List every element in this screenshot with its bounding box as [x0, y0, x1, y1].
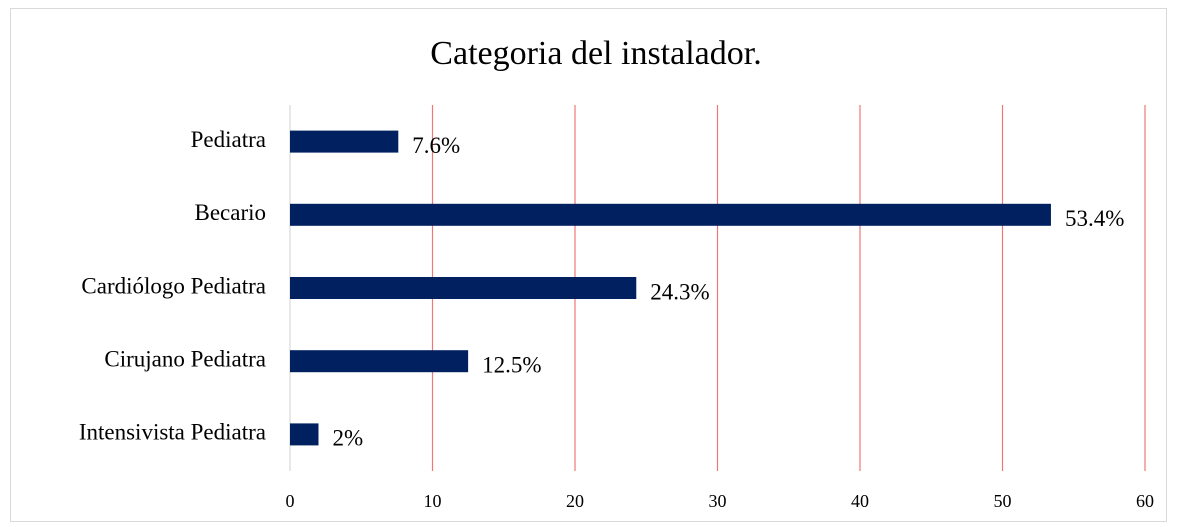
- bar: [290, 350, 469, 373]
- bar: [290, 203, 1051, 226]
- x-tick-label: 30: [709, 491, 727, 511]
- bar: [290, 130, 399, 153]
- x-tick-label: 20: [566, 491, 584, 511]
- y-tick-label: Cirujano Pediatra: [104, 346, 266, 371]
- x-tick-label: 0: [286, 491, 295, 511]
- bar: [290, 277, 637, 299]
- value-label: 2%: [333, 426, 364, 451]
- y-tick-label: Becario: [194, 200, 266, 225]
- value-label: 53.4%: [1065, 206, 1124, 231]
- x-tick-label: 10: [424, 491, 442, 511]
- x-tick-label: 60: [1136, 491, 1154, 511]
- x-tick-label: 40: [851, 491, 869, 511]
- x-tick-label: 50: [994, 491, 1012, 511]
- value-label: 24.3%: [650, 279, 709, 304]
- y-tick-label: Pediatra: [191, 127, 266, 152]
- y-tick-label: Cardiólogo Pediatra: [81, 273, 266, 298]
- y-tick-label: Intensivista Pediatra: [79, 420, 266, 445]
- value-label: 7.6%: [412, 133, 460, 158]
- chart-border: [10, 8, 1167, 522]
- chart-title: Categoria del instalador.: [430, 35, 761, 72]
- bar: [290, 423, 319, 446]
- value-label: 12.5%: [482, 352, 541, 377]
